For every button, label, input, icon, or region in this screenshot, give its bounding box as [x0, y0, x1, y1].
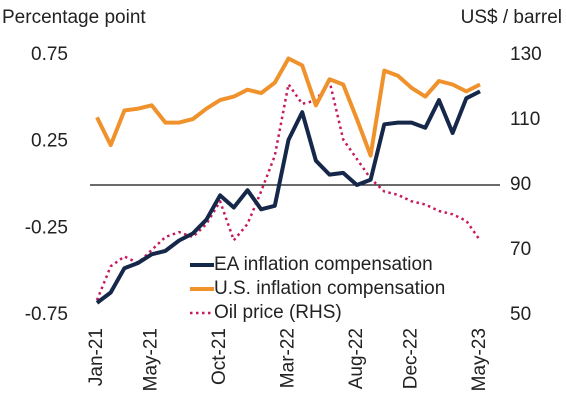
y2-tick-label: 50 — [510, 304, 531, 325]
series-line — [95, 56, 481, 158]
series-line — [95, 89, 481, 305]
y-tick-label: -0.25 — [25, 217, 68, 238]
y-tick-label: 0.75 — [31, 44, 68, 65]
x-tick-label: Mar-22 — [278, 328, 299, 388]
y2-axis-label: US$ / barrel — [461, 7, 562, 28]
x-tick-label: Dec-22 — [401, 328, 422, 389]
x-tick-label: Jan-21 — [86, 328, 107, 386]
x-tick-label: May-23 — [469, 328, 490, 391]
legend-label: Oil price (RHS) — [214, 302, 342, 323]
y2-tick-label: 90 — [510, 174, 531, 195]
y2-tick-label: 70 — [510, 239, 531, 260]
y-tick-label: 0.25 — [31, 131, 68, 152]
y2-tick-label: 130 — [510, 44, 542, 65]
x-tick-label: May-21 — [141, 328, 162, 391]
legend-label: EA inflation compensation — [214, 254, 433, 275]
legend-label: U.S. inflation compensation — [214, 278, 445, 299]
x-tick-label: Aug-22 — [346, 328, 367, 389]
y-tick-label: -0.75 — [25, 304, 68, 325]
y2-tick-label: 110 — [510, 109, 540, 130]
y-axis-label: Percentage point — [2, 7, 146, 28]
x-tick-label: Oct-21 — [209, 328, 230, 385]
